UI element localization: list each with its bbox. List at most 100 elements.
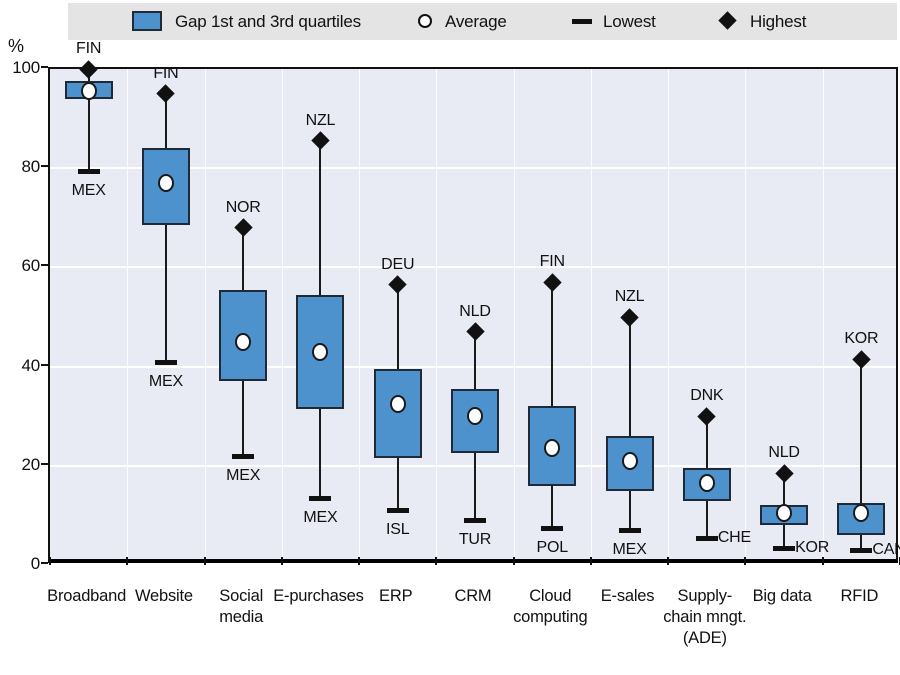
y-tick-label-0: 0 (30, 554, 40, 573)
category-separator (668, 69, 669, 559)
highest-diamond-icon (718, 11, 737, 30)
category-separator (823, 69, 824, 559)
lowest-marker-5 (464, 518, 486, 524)
category-separator (127, 69, 128, 559)
highest-country-label: DNK (690, 387, 724, 405)
average-marker-6 (544, 439, 561, 458)
highest-country-label: NZL (305, 111, 336, 129)
highest-marker-7 (620, 307, 639, 327)
average-marker-7 (621, 451, 638, 470)
whisker-6 (551, 282, 554, 528)
average-marker-0 (80, 82, 97, 101)
category-separator (436, 69, 437, 559)
lowest-country-label: KOR (795, 538, 830, 556)
lowest-country-label: CHE (717, 528, 751, 546)
lowest-dash-icon (572, 19, 592, 24)
x-tick-mark (744, 557, 746, 565)
x-tick-mark (435, 557, 437, 565)
x-tick-mark (513, 557, 515, 565)
category-separator (282, 69, 283, 559)
lowest-marker-10 (850, 548, 873, 554)
average-marker-9 (776, 503, 793, 522)
y-tick-label-80: 80 (21, 157, 40, 177)
lowest-marker-6 (541, 525, 564, 531)
legend: Gap 1st and 3rd quartiles Average Lowest… (68, 3, 897, 40)
average-marker-1 (157, 174, 174, 193)
y-tick-mark (41, 264, 48, 267)
highest-marker-0 (79, 59, 98, 79)
quartile-gap-swatch-icon (132, 11, 162, 31)
y-tick-mark (41, 165, 48, 168)
average-marker-8 (698, 474, 715, 493)
whisker-1 (164, 93, 167, 362)
lowest-marker-0 (77, 168, 100, 174)
category-label-8: Supply-chain mngt. (ADE) (663, 587, 747, 647)
category-label-2: Social media (219, 587, 264, 626)
lowest-marker-7 (618, 528, 641, 534)
x-tick-mark (204, 557, 206, 565)
lowest-country-label: MEX (303, 509, 338, 527)
category-label-0: Broadband (47, 587, 127, 605)
lowest-marker-2 (232, 453, 255, 459)
y-tick-mark (41, 562, 48, 564)
y-tick-label-100: 100 (12, 58, 40, 77)
gridline-40 (50, 365, 896, 368)
category-label-9: Big data (752, 587, 812, 605)
category-separator (514, 69, 515, 559)
category-label-10: RFID (840, 587, 879, 605)
legend-highest-label: Highest (750, 12, 807, 31)
highest-country-label: NZL (614, 288, 645, 305)
x-tick-mark (590, 557, 592, 565)
category-label-1: Website (134, 587, 193, 605)
category-separator (205, 69, 206, 559)
highest-marker-4 (388, 275, 407, 294)
highest-marker-3 (311, 131, 330, 151)
highest-country-label: FIN (76, 40, 102, 57)
category-label-5: CRM (454, 587, 492, 605)
highest-country-label: NLD (768, 444, 800, 462)
y-tick-label-60: 60 (21, 256, 40, 276)
lowest-marker-8 (695, 535, 718, 541)
x-tick-mark (358, 557, 360, 565)
lowest-country-label: POL (536, 538, 569, 556)
legend-gap-label: Gap 1st and 3rd quartiles (175, 12, 361, 31)
lowest-marker-9 (773, 545, 796, 551)
lowest-country-label: CAN (872, 541, 900, 559)
plot-area: FIN MEX FIN MEX NOR MEX NZL MEX DEU ISL NLD TUR FIN P… (48, 40, 900, 565)
average-marker-2 (235, 332, 252, 351)
highest-country-label: NOR (225, 198, 261, 216)
highest-country-label: DEU (381, 255, 415, 273)
highest-marker-6 (543, 273, 562, 292)
category-separator (359, 69, 360, 559)
y-tick-label-20: 20 (21, 454, 40, 474)
average-circle-icon (418, 14, 432, 28)
legend-average-label: Average (445, 12, 507, 31)
lowest-country-label: MEX (71, 181, 106, 199)
highest-country-label: FIN (539, 253, 565, 271)
whisker-7 (628, 317, 631, 531)
y-tick-mark (41, 462, 48, 465)
category-label-6: Cloud computing (513, 587, 588, 626)
lowest-marker-4 (386, 508, 409, 514)
y-axis-unit: % (8, 36, 24, 56)
x-tick-mark (126, 557, 128, 565)
category-label-4: ERP (379, 587, 413, 605)
whisker-10 (860, 359, 863, 551)
y-tick-mark (41, 66, 48, 68)
x-tick-mark (281, 557, 283, 565)
lowest-marker-3 (309, 496, 332, 502)
highest-marker-1 (156, 84, 176, 103)
x-tick-mark (822, 557, 824, 565)
average-marker-5 (467, 407, 483, 426)
whisker-0 (87, 69, 90, 171)
quartile-box-4 (373, 369, 422, 459)
x-tick-mark (49, 557, 51, 565)
highest-country-label: KOR (844, 330, 879, 348)
average-marker-3 (312, 342, 329, 361)
lowest-country-label: MEX (148, 372, 183, 390)
lowest-country-label: MEX (226, 466, 261, 484)
gridline-60 (50, 266, 896, 269)
category-label-7: E-sales (600, 587, 655, 605)
lowest-country-label: ISL (386, 521, 410, 539)
category-separator (745, 69, 746, 559)
